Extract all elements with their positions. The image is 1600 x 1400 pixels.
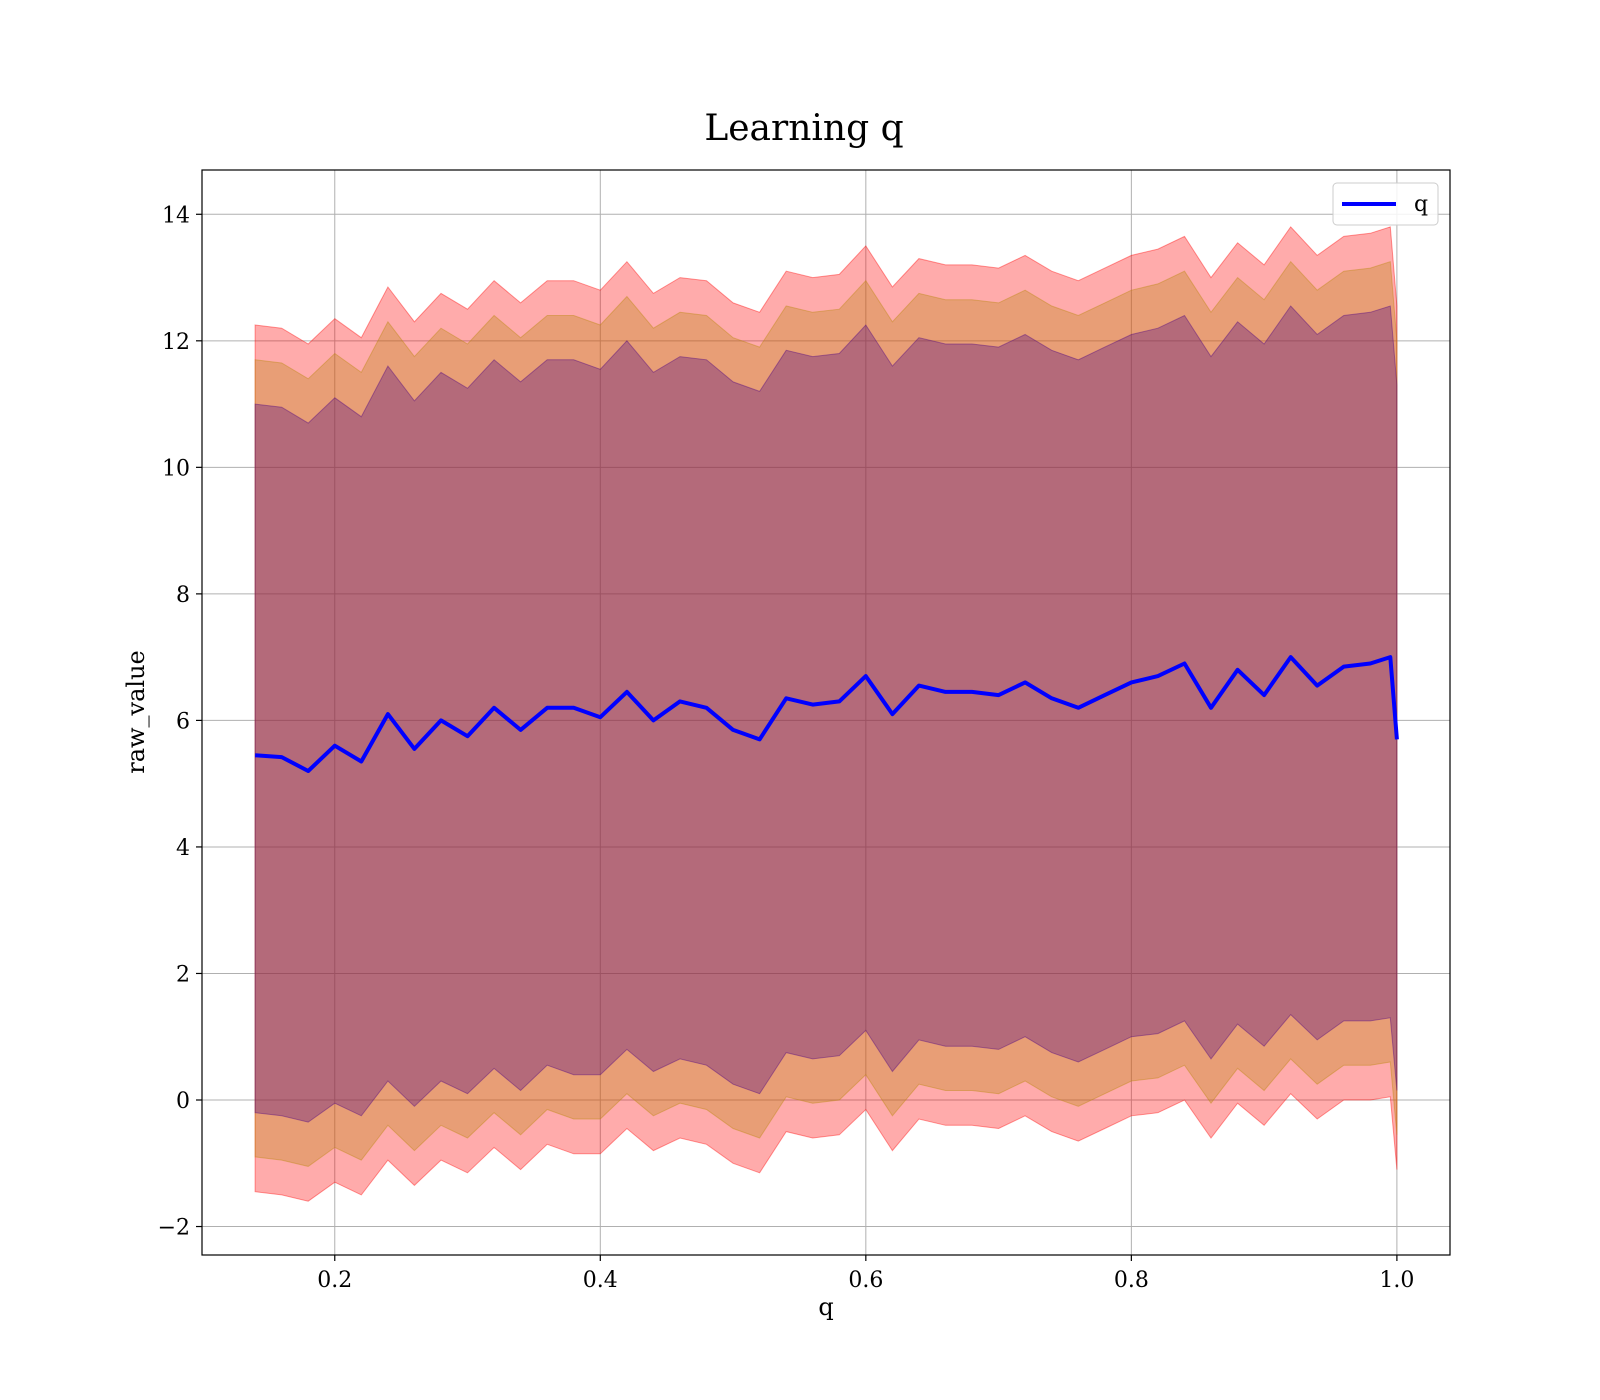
y-tick-label-4: 6 (176, 709, 190, 734)
plot-frame (201, 169, 1451, 1256)
series-line-q (254, 655, 1399, 773)
x-axis-label: q (818, 1293, 833, 1321)
legend-label-q: q (1414, 192, 1428, 217)
y-axis-ticks: −2 0 2 4 6 8 10 12 14 (158, 203, 202, 1241)
legend: q (1332, 182, 1439, 226)
y-axis-label: raw_value (122, 650, 150, 774)
y-tick-label-5: 8 (176, 583, 190, 608)
x-axis-ticks: 0.2 0.4 0.6 0.8 1.0 (317, 1255, 1414, 1293)
y-tick-label-2: 2 (176, 962, 190, 987)
chart-title: Learning q (704, 108, 903, 149)
y-tick-label-3: 4 (176, 836, 190, 861)
x-tick-label-0: 0.2 (317, 1268, 352, 1293)
confidence-bands (254, 226, 1398, 1202)
band-2 (254, 305, 1398, 1123)
x-tick-label-4: 1.0 (1379, 1268, 1414, 1293)
y-tick-label-0: −2 (158, 1216, 190, 1241)
x-tick-label-1: 0.4 (583, 1268, 618, 1293)
series-lines (254, 655, 1399, 773)
y-tick-label-1: 0 (176, 1089, 190, 1114)
y-tick-label-7: 12 (162, 330, 190, 355)
band-1 (254, 260, 1398, 1167)
y-tick-label-6: 10 (162, 456, 190, 481)
band-0 (254, 226, 1398, 1202)
x-tick-label-2: 0.6 (848, 1268, 883, 1293)
grid (202, 170, 1450, 1255)
x-tick-label-3: 0.8 (1114, 1268, 1149, 1293)
y-tick-label-8: 14 (162, 203, 190, 228)
